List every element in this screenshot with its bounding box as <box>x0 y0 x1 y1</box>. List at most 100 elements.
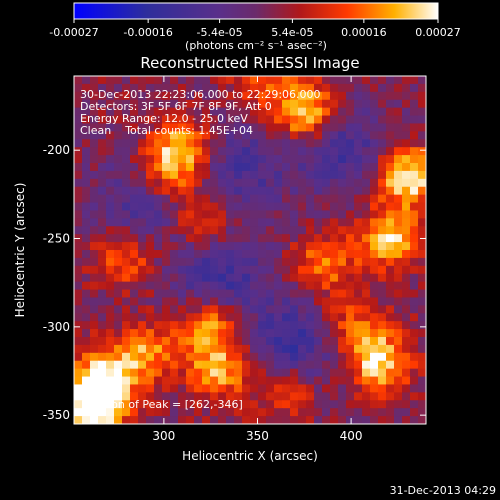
heatmap-cell <box>274 289 283 299</box>
heatmap-cell <box>410 83 419 93</box>
heatmap-cell <box>138 218 147 227</box>
heatmap-cell <box>178 265 187 275</box>
heatmap-cell <box>202 202 211 212</box>
heatmap-cell <box>226 297 235 306</box>
heatmap-cell <box>218 360 227 370</box>
heatmap-cell <box>282 392 291 401</box>
heatmap-cell <box>250 352 259 362</box>
heatmap-cell <box>146 123 155 132</box>
heatmap-cell <box>354 273 363 283</box>
heatmap-cell <box>338 139 347 148</box>
heatmap-cell <box>258 76 267 85</box>
heatmap-cell <box>354 329 363 338</box>
heatmap-cell <box>202 313 211 322</box>
heatmap-cell <box>202 226 211 235</box>
heatmap-cell <box>290 139 299 148</box>
heatmap-cell <box>314 408 323 417</box>
heatmap-cell <box>218 155 227 164</box>
heatmap-cell <box>314 147 323 156</box>
heatmap-cell <box>370 123 379 132</box>
heatmap-cell <box>330 76 339 85</box>
heatmap-cell <box>90 91 99 101</box>
heatmap-cell <box>378 178 387 188</box>
heatmap-cell <box>106 178 115 188</box>
heatmap-cell <box>154 91 163 101</box>
heatmap-cell <box>82 305 91 314</box>
heatmap-cell <box>282 83 291 93</box>
heatmap-cell <box>250 107 259 117</box>
heatmap-cell <box>226 123 235 132</box>
heatmap-cell <box>98 123 107 132</box>
heatmap-cell <box>306 337 315 346</box>
heatmap-cell <box>370 250 379 259</box>
heatmap-cell <box>266 234 275 243</box>
heatmap-cell <box>146 321 155 330</box>
heatmap-cell <box>346 115 355 125</box>
heatmap-cell <box>90 178 99 188</box>
heatmap-cell <box>354 99 363 109</box>
heatmap-cell <box>226 170 235 180</box>
heatmap-cell <box>306 305 315 314</box>
heatmap-cell <box>330 265 339 275</box>
heatmap-cell <box>338 226 347 235</box>
heatmap-cell <box>186 329 195 338</box>
heatmap-cell <box>114 218 123 227</box>
heatmap-cell <box>98 400 107 409</box>
heatmap-cell <box>82 242 91 251</box>
heatmap-cell <box>202 163 211 172</box>
heatmap-cell <box>146 392 155 401</box>
heatmap-cell <box>130 194 139 204</box>
heatmap-cell <box>370 83 379 93</box>
heatmap-cell <box>146 289 155 299</box>
heatmap-cell <box>362 273 371 283</box>
heatmap-cell <box>178 155 187 164</box>
heatmap-cell <box>234 147 243 156</box>
heatmap-cell <box>106 400 115 409</box>
heatmap-cell <box>170 147 179 156</box>
heatmap-cell <box>242 289 251 299</box>
heatmap-cell <box>202 107 211 117</box>
heatmap-cell <box>354 91 363 101</box>
heatmap-cell <box>354 297 363 306</box>
heatmap-cell <box>82 329 91 338</box>
heatmap-cell <box>418 360 426 370</box>
heatmap-cell <box>242 384 251 393</box>
heatmap-cell <box>298 313 307 322</box>
heatmap-cell <box>82 273 91 283</box>
heatmap-cell <box>322 194 331 204</box>
heatmap-cell <box>370 392 379 401</box>
heatmap-cell <box>330 91 339 101</box>
heatmap-cell <box>370 321 379 330</box>
heatmap-cell <box>378 408 387 417</box>
heatmap-cell <box>394 123 403 132</box>
heatmap-cell <box>346 337 355 346</box>
heatmap-cell <box>122 170 131 180</box>
heatmap-cell <box>178 210 187 219</box>
heatmap-cell <box>138 297 147 306</box>
heatmap-cell <box>298 155 307 164</box>
heatmap-cell <box>186 99 195 109</box>
heatmap-cell <box>386 250 395 259</box>
heatmap-cell <box>306 416 315 424</box>
heatmap-cell <box>266 289 275 299</box>
heatmap-cell <box>122 416 131 424</box>
heatmap-cell <box>194 139 203 148</box>
heatmap-cell <box>154 273 163 283</box>
heatmap-cell <box>210 400 219 409</box>
heatmap-cell <box>394 170 403 180</box>
heatmap-cell <box>98 83 107 93</box>
heatmap-cell <box>90 265 99 275</box>
heatmap-cell <box>362 265 371 275</box>
heatmap-cell <box>346 265 355 275</box>
heatmap-cell <box>290 313 299 322</box>
heatmap-cell <box>194 321 203 330</box>
heatmap-cell <box>114 131 123 140</box>
heatmap-cell <box>162 360 171 370</box>
heatmap-cell <box>82 131 91 140</box>
heatmap-cell <box>106 250 115 259</box>
heatmap-cell <box>162 83 171 93</box>
heatmap-cell <box>338 123 347 132</box>
heatmap-cell <box>386 234 395 243</box>
heatmap-cell <box>282 99 291 109</box>
heatmap-cell <box>266 115 275 125</box>
